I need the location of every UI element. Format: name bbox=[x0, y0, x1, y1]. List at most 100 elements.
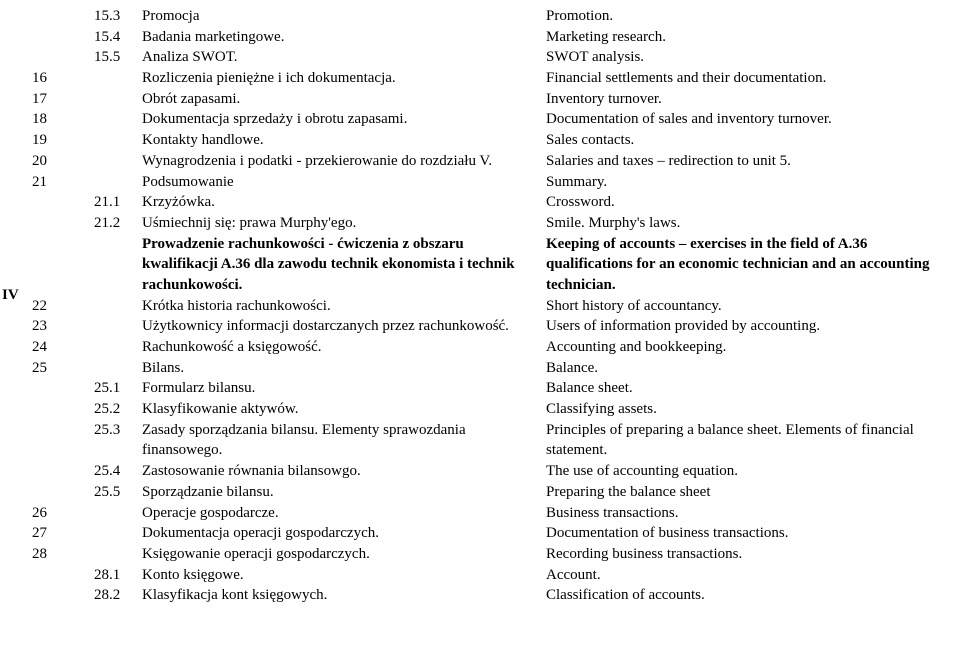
row-english-text: Keeping of accounts – exercises in the f… bbox=[540, 234, 936, 296]
row-subnumber: 25.2 bbox=[94, 399, 142, 420]
table-row: 22 Krótka historia rachunkowości.Short hi… bbox=[24, 296, 936, 317]
row-polish-text: Uśmiechnij się: prawa Murphy'ego. bbox=[142, 213, 540, 234]
table-row: 25.1Formularz bilansu.Balance sheet. bbox=[24, 378, 936, 399]
row-polish-text: Klasyfikowanie aktywów. bbox=[142, 399, 540, 420]
row-polish-text: Klasyfikacja kont księgowych. bbox=[142, 585, 540, 606]
row-subnumber: 21.2 bbox=[94, 213, 142, 234]
row-number: 21 bbox=[24, 172, 94, 193]
table-row: 26Operacje gospodarcze.Business transact… bbox=[24, 503, 936, 524]
table-row: 25.3Zasady sporządzania bilansu. Element… bbox=[24, 420, 936, 461]
row-polish-text: Zastosowanie równania bilansowgo. bbox=[142, 461, 540, 482]
row-polish-text: Dokumentacja sprzedaży i obrotu zapasami… bbox=[142, 109, 540, 130]
row-number: 17 bbox=[24, 89, 94, 110]
row-english-text: Sales contacts. bbox=[540, 130, 936, 151]
row-polish-text: Kontakty handlowe. bbox=[142, 130, 540, 151]
table-row: 25.5Sporządzanie bilansu.Preparing the b… bbox=[24, 482, 936, 503]
row-polish-text: Rachunkowość a księgowość. bbox=[142, 337, 540, 358]
row-polish-text: Rozliczenia pieniężne i ich dokumentacja… bbox=[142, 68, 540, 89]
table-row: 23 Użytkownicy informacji dostarczanych p… bbox=[24, 316, 936, 337]
row-english-text: SWOT analysis. bbox=[540, 47, 936, 68]
table-row: 19 Kontakty handlowe.Sales contacts. bbox=[24, 130, 936, 151]
table-row: 17 Obrót zapasami.Inventory turnover. bbox=[24, 89, 936, 110]
row-polish-text: Krzyżówka. bbox=[142, 192, 540, 213]
row-english-text: Principles of preparing a balance sheet.… bbox=[540, 420, 936, 461]
table-row: 25 Bilans.Balance. bbox=[24, 358, 936, 379]
table-row: 24 Rachunkowość a księgowość.Accounting a… bbox=[24, 337, 936, 358]
row-number: 22 bbox=[24, 296, 94, 317]
table-row: 15.3PromocjaPromotion. bbox=[24, 6, 936, 27]
row-english-text: Balance sheet. bbox=[540, 378, 936, 399]
row-number: 23 bbox=[24, 316, 94, 337]
row-english-text: Recording business transactions. bbox=[540, 544, 936, 565]
row-polish-text: Prowadzenie rachunkowości - ćwiczenia z … bbox=[142, 234, 540, 296]
table-row: 18 Dokumentacja sprzedaży i obrotu zapasa… bbox=[24, 109, 936, 130]
document-page: IV 15.3PromocjaPromotion.15.4Badania mar… bbox=[0, 0, 960, 666]
row-polish-text: Analiza SWOT. bbox=[142, 47, 540, 68]
table-row: 21.1Krzyżówka.Crossword. bbox=[24, 192, 936, 213]
row-polish-text: Użytkownicy informacji dostarczanych prz… bbox=[142, 316, 540, 337]
row-polish-text: Badania marketingowe. bbox=[142, 27, 540, 48]
row-polish-text: Sporządzanie bilansu. bbox=[142, 482, 540, 503]
row-subnumber: 28.1 bbox=[94, 565, 142, 586]
table-row: 27 Dokumentacja operacji gospodarczych.Do… bbox=[24, 523, 936, 544]
row-number: 19 bbox=[24, 130, 94, 151]
row-english-text: Crossword. bbox=[540, 192, 936, 213]
content-table: 15.3PromocjaPromotion.15.4Badania market… bbox=[24, 6, 936, 606]
row-english-text: Documentation of business transactions. bbox=[540, 523, 936, 544]
row-number: 28 bbox=[24, 544, 94, 565]
row-number: 20 bbox=[24, 151, 94, 172]
row-subnumber: 21.1 bbox=[94, 192, 142, 213]
row-polish-text: Dokumentacja operacji gospodarczych. bbox=[142, 523, 540, 544]
table-row: 25.4Zastosowanie równania bilansowgo.The… bbox=[24, 461, 936, 482]
row-english-text: Promotion. bbox=[540, 6, 936, 27]
row-english-text: Users of information provided by account… bbox=[540, 316, 936, 337]
row-subnumber: 28.2 bbox=[94, 585, 142, 606]
table-row: 15.4Badania marketingowe.Marketing resea… bbox=[24, 27, 936, 48]
row-english-text: Inventory turnover. bbox=[540, 89, 936, 110]
row-subnumber: 25.3 bbox=[94, 420, 142, 441]
row-polish-text: Wynagrodzenia i podatki - przekierowanie… bbox=[142, 151, 540, 172]
row-english-text: Salaries and taxes – redirection to unit… bbox=[540, 151, 936, 172]
table-row: Prowadzenie rachunkowości - ćwiczenia z … bbox=[24, 234, 936, 296]
row-subnumber: 25.4 bbox=[94, 461, 142, 482]
row-number: 25 bbox=[24, 358, 94, 379]
row-polish-text: Obrót zapasami. bbox=[142, 89, 540, 110]
table-row: 28.2Klasyfikacja kont księgowych.Classif… bbox=[24, 585, 936, 606]
row-polish-text: Księgowanie operacji gospodarczych. bbox=[142, 544, 540, 565]
row-number: 24 bbox=[24, 337, 94, 358]
row-english-text: Business transactions. bbox=[540, 503, 936, 524]
row-polish-text: Bilans. bbox=[142, 358, 540, 379]
row-number: 16 bbox=[24, 68, 94, 89]
table-row: 28 Księgowanie operacji gospodarczych.Rec… bbox=[24, 544, 936, 565]
row-english-text: Marketing research. bbox=[540, 27, 936, 48]
row-polish-text: Konto księgowe. bbox=[142, 565, 540, 586]
row-english-text: Accounting and bookkeeping. bbox=[540, 337, 936, 358]
row-polish-text: Podsumowanie bbox=[142, 172, 540, 193]
table-row: 16 Rozliczenia pieniężne i ich dokumentac… bbox=[24, 68, 936, 89]
row-number: 18 bbox=[24, 109, 94, 130]
row-number: 26 bbox=[24, 503, 94, 524]
row-subnumber: 15.5 bbox=[94, 47, 142, 68]
row-subnumber: 15.4 bbox=[94, 27, 142, 48]
table-row: 21 PodsumowanieSummary. bbox=[24, 172, 936, 193]
row-subnumber: 15.3 bbox=[94, 6, 142, 27]
row-english-text: Preparing the balance sheet bbox=[540, 482, 936, 503]
row-english-text: Documentation of sales and inventory tur… bbox=[540, 109, 936, 130]
row-number: 27 bbox=[24, 523, 94, 544]
row-english-text: Summary. bbox=[540, 172, 936, 193]
row-polish-text: Formularz bilansu. bbox=[142, 378, 540, 399]
row-subnumber: 25.5 bbox=[94, 482, 142, 503]
row-english-text: Balance. bbox=[540, 358, 936, 379]
table-row: 21.2Uśmiechnij się: prawa Murphy'ego.Smi… bbox=[24, 213, 936, 234]
table-row: 28.1Konto księgowe.Account. bbox=[24, 565, 936, 586]
row-english-text: Short history of accountancy. bbox=[540, 296, 936, 317]
row-english-text: Classifying assets. bbox=[540, 399, 936, 420]
row-polish-text: Krótka historia rachunkowości. bbox=[142, 296, 540, 317]
row-english-text: Account. bbox=[540, 565, 936, 586]
row-polish-text: Zasady sporządzania bilansu. Elementy sp… bbox=[142, 420, 540, 461]
table-row: 25.2Klasyfikowanie aktywów.Classifying a… bbox=[24, 399, 936, 420]
row-polish-text: Promocja bbox=[142, 6, 540, 27]
row-english-text: The use of accounting equation. bbox=[540, 461, 936, 482]
table-row: 20 Wynagrodzenia i podatki - przekierowan… bbox=[24, 151, 936, 172]
roman-numeral-IV: IV bbox=[2, 285, 19, 306]
